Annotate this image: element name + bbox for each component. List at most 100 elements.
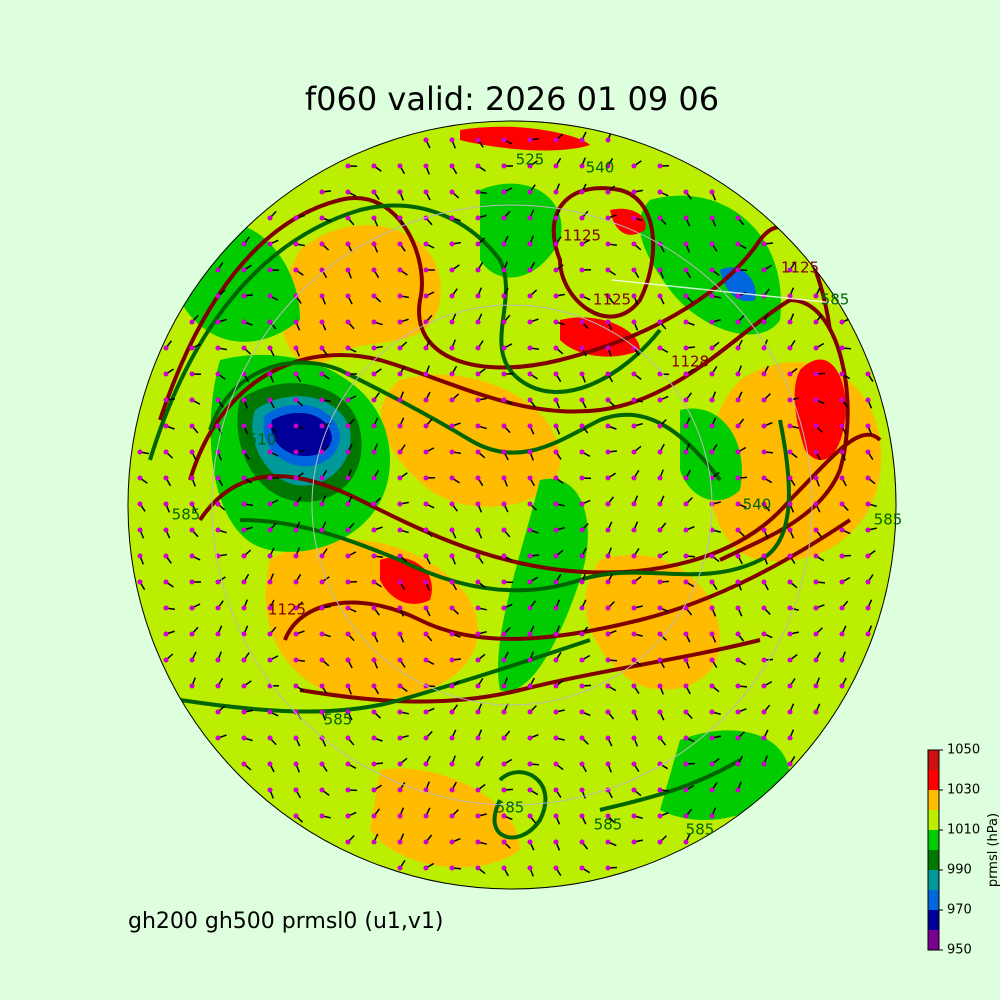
- wind-dot: [761, 553, 767, 559]
- wind-dot: [657, 215, 663, 221]
- wind-dot: [293, 735, 299, 741]
- wind-dot: [449, 735, 455, 741]
- wind-dot: [345, 423, 351, 429]
- wind-dot: [345, 839, 351, 845]
- wind-dot: [709, 423, 715, 429]
- wind-dot: [579, 813, 585, 819]
- wind-dot: [683, 709, 689, 715]
- wind-dot: [709, 787, 715, 793]
- wind-dot: [345, 527, 351, 533]
- colorbar-segment: [928, 790, 939, 810]
- wind-dot: [579, 761, 585, 767]
- wind-dot: [137, 501, 143, 507]
- wind-dot: [267, 527, 273, 533]
- wind-dot: [371, 631, 377, 637]
- wind-dot: [189, 683, 195, 689]
- wind-dot: [631, 215, 637, 221]
- wind-dot: [267, 397, 273, 403]
- contour-label: 585: [496, 799, 525, 817]
- wind-dot: [371, 293, 377, 299]
- wind-dot: [813, 501, 819, 507]
- wind-dot: [397, 761, 403, 767]
- wind-dot: [371, 397, 377, 403]
- wind-dot: [397, 839, 403, 845]
- wind-dot: [293, 267, 299, 273]
- wind-dot: [605, 215, 611, 221]
- wind-dot: [631, 163, 637, 169]
- wind-dot: [579, 163, 585, 169]
- wind-dot: [735, 215, 741, 221]
- wind-dot: [163, 397, 169, 403]
- wind-dot: [371, 787, 377, 793]
- wind-dot: [553, 345, 559, 351]
- wind-dot: [423, 241, 429, 247]
- wind-dot: [501, 605, 507, 611]
- wind-dot: [683, 397, 689, 403]
- wind-dot: [839, 553, 845, 559]
- wind-dot: [449, 475, 455, 481]
- wind-dot: [527, 475, 533, 481]
- wind-dot: [631, 839, 637, 845]
- wind-dot: [475, 189, 481, 195]
- colorbar-frame: [927, 749, 940, 951]
- wind-dot: [423, 319, 429, 325]
- wind-dot: [631, 605, 637, 611]
- wind-dot: [605, 267, 611, 273]
- gh200-contours: [158, 186, 882, 704]
- wind-dot: [371, 189, 377, 195]
- wind-dot: [579, 865, 585, 871]
- wind-dot: [293, 579, 299, 585]
- wind-dot: [813, 683, 819, 689]
- wind-dot: [319, 345, 325, 351]
- contour-label: 525: [516, 151, 545, 169]
- wind-dot: [657, 475, 663, 481]
- wind-dot: [397, 709, 403, 715]
- wind-dot: [865, 579, 871, 585]
- wind-dot: [345, 501, 351, 507]
- wind-dot: [475, 137, 481, 143]
- wind-dot: [579, 501, 585, 507]
- wind-dot: [163, 449, 169, 455]
- wind-dot: [241, 241, 247, 247]
- wind-dot: [657, 683, 663, 689]
- wind-dot: [735, 761, 741, 767]
- wind-dot: [423, 449, 429, 455]
- wind-dot: [683, 813, 689, 819]
- wind-dot: [345, 267, 351, 273]
- wind-dot: [527, 501, 533, 507]
- wind-dot: [735, 709, 741, 715]
- wind-dot: [787, 527, 793, 533]
- wind-dot: [345, 553, 351, 559]
- wind-dot: [267, 501, 273, 507]
- wind-dot: [163, 579, 169, 585]
- wind-dot: [423, 371, 429, 377]
- wind-dot: [423, 397, 429, 403]
- wind-dot: [501, 709, 507, 715]
- wind-dot: [423, 787, 429, 793]
- wind-dot: [683, 761, 689, 767]
- wind-dot: [293, 397, 299, 403]
- wind-dot: [631, 371, 637, 377]
- wind-dot: [631, 735, 637, 741]
- wind-dot: [501, 163, 507, 169]
- wind-dot: [293, 553, 299, 559]
- wind-dot: [839, 657, 845, 663]
- wind-dot: [319, 683, 325, 689]
- wind-dot: [319, 475, 325, 481]
- wind-dot: [761, 423, 767, 429]
- wind-dot: [475, 605, 481, 611]
- wind-dot: [579, 423, 585, 429]
- wind-dot: [371, 527, 377, 533]
- wind-dot: [527, 813, 533, 819]
- wind-dot: [345, 397, 351, 403]
- contour-label: 1125: [593, 291, 631, 309]
- wind-dot: [345, 475, 351, 481]
- wind-dot: [371, 475, 377, 481]
- wind-dot: [579, 267, 585, 273]
- wind-dot: [527, 319, 533, 325]
- wind-dot: [553, 787, 559, 793]
- wind-dot: [397, 631, 403, 637]
- wind-dot: [735, 293, 741, 299]
- wind-dot: [657, 319, 663, 325]
- wind-dot: [475, 397, 481, 403]
